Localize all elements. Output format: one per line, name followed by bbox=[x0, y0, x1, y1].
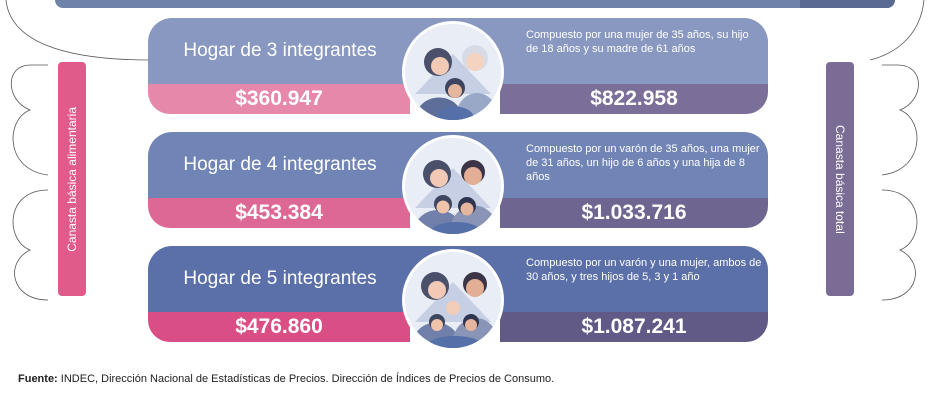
household-title: Hogar de 3 integrantes bbox=[183, 40, 377, 61]
household-description: Compuesto por una mujer de 35 años, su h… bbox=[526, 29, 749, 55]
cbt-amount: $822.958 bbox=[500, 84, 768, 114]
top-bar-cap bbox=[800, 0, 895, 8]
family-of-5-icon bbox=[402, 249, 504, 351]
source-label: Fuente: bbox=[18, 373, 58, 385]
household-card-5: Hogar de 5 integrantes Compuesto por un … bbox=[148, 246, 768, 351]
source-text: INDEC, Dirección Nacional de Estadística… bbox=[57, 373, 555, 385]
household-card-3: Hogar de 3 integrantes Compuesto por una… bbox=[148, 18, 768, 123]
household-title: Hogar de 4 integrantes bbox=[183, 154, 377, 175]
cba-side-label: Canasta básica alimentaria bbox=[58, 62, 86, 296]
family-of-3-icon bbox=[402, 21, 504, 123]
cba-side-label-text: Canasta básica alimentaria bbox=[65, 106, 79, 252]
source-footnote: Fuente: INDEC, Dirección Nacional de Est… bbox=[18, 373, 554, 385]
cba-amount: $360.947 bbox=[148, 84, 410, 114]
cba-amount: $453.384 bbox=[148, 198, 410, 228]
household-description: Compuesto por un varón de 35 años, una m… bbox=[526, 143, 760, 183]
household-description: Compuesto por un varón y una mujer, ambo… bbox=[526, 257, 762, 283]
cbt-side-label: Canasta básica total bbox=[826, 62, 854, 296]
family-of-4-icon bbox=[402, 135, 504, 237]
cbt-side-label-text: Canasta básica total bbox=[833, 124, 847, 234]
cbt-amount: $1.033.716 bbox=[500, 198, 768, 228]
household-title: Hogar de 5 integrantes bbox=[183, 268, 377, 289]
top-bar bbox=[55, 0, 895, 8]
household-card-4: Hogar de 4 integrantes Compuesto por un … bbox=[148, 132, 768, 237]
cbt-amount: $1.087.241 bbox=[500, 312, 768, 342]
cba-amount: $476.860 bbox=[148, 312, 410, 342]
